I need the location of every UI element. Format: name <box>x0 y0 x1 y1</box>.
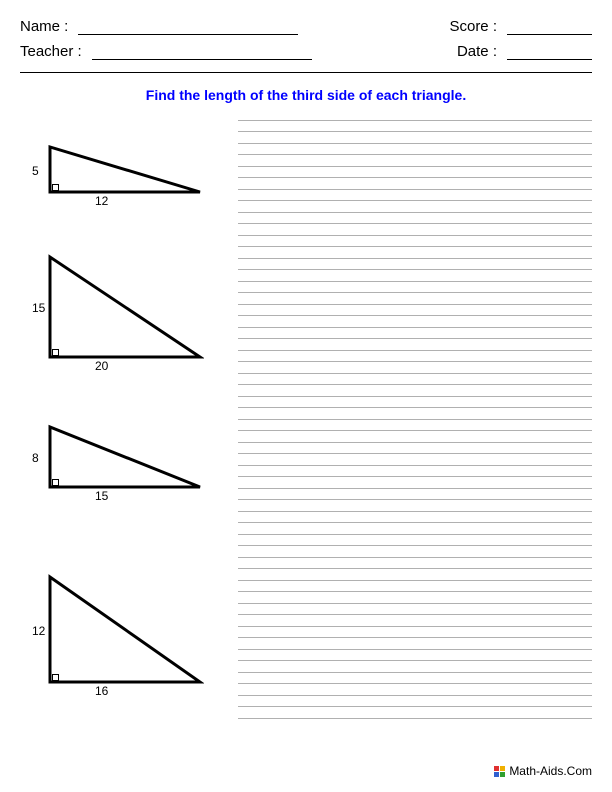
ruled-line <box>238 661 592 673</box>
triangle-shape <box>20 417 204 491</box>
right-angle-icon <box>52 479 59 486</box>
ruled-line <box>238 224 592 236</box>
ruled-line <box>238 443 592 455</box>
triangle-problem: 5 12 <box>20 137 230 247</box>
triangle-bottom-label: 15 <box>95 489 108 503</box>
ruled-line <box>238 523 592 535</box>
ruled-line <box>238 132 592 144</box>
ruled-line <box>238 408 592 420</box>
name-input-line[interactable] <box>78 19 298 35</box>
ruled-line <box>238 512 592 524</box>
ruled-line <box>238 190 592 202</box>
score-field: Score : <box>449 18 592 35</box>
ruled-line <box>238 351 592 363</box>
ruled-line <box>238 293 592 305</box>
footer: Math-Aids.Com <box>494 764 592 778</box>
ruled-line <box>238 673 592 685</box>
ruled-line <box>238 592 592 604</box>
score-input-line[interactable] <box>507 19 592 35</box>
ruled-line <box>238 627 592 639</box>
date-label: Date : <box>457 43 497 60</box>
triangle-bottom-label: 20 <box>95 359 108 373</box>
ruled-line <box>238 259 592 271</box>
ruled-line <box>238 282 592 294</box>
ruled-line <box>238 420 592 432</box>
ruled-line <box>238 546 592 558</box>
ruled-line <box>238 316 592 328</box>
ruled-line <box>238 236 592 248</box>
ruled-line <box>238 535 592 547</box>
triangle-problem: 8 15 <box>20 417 230 567</box>
ruled-line <box>238 374 592 386</box>
footer-text: Math-Aids.Com <box>509 764 592 778</box>
ruled-line <box>238 684 592 696</box>
triangle-left-label: 5 <box>32 164 39 178</box>
ruled-line <box>238 650 592 662</box>
ruled-line <box>238 121 592 133</box>
ruled-line <box>238 397 592 409</box>
triangle-bottom-label: 12 <box>95 194 108 208</box>
ruled-line <box>238 305 592 317</box>
triangle-left-label: 8 <box>32 451 39 465</box>
ruled-line <box>238 247 592 259</box>
ruled-line <box>238 362 592 374</box>
ruled-line <box>238 155 592 167</box>
triangles-column: 51215208151216 <box>20 109 230 737</box>
ruled-line <box>238 109 592 121</box>
ruled-line <box>238 696 592 708</box>
ruled-line <box>238 144 592 156</box>
ruled-line <box>238 385 592 397</box>
name-label: Name : <box>20 18 68 35</box>
date-field: Date : <box>457 43 592 60</box>
ruled-line <box>238 167 592 179</box>
ruled-line <box>238 615 592 627</box>
right-angle-icon <box>52 349 59 356</box>
triangle-bottom-label: 16 <box>95 684 108 698</box>
name-field: Name : <box>20 18 298 35</box>
instruction-text: Find the length of the third side of eac… <box>20 87 592 103</box>
ruled-line <box>238 500 592 512</box>
teacher-input-line[interactable] <box>92 44 312 60</box>
ruled-line <box>238 477 592 489</box>
ruled-line <box>238 604 592 616</box>
ruled-line <box>238 431 592 443</box>
triangle-problem: 12 16 <box>20 567 230 737</box>
header-divider <box>20 72 592 73</box>
date-input-line[interactable] <box>507 44 592 60</box>
triangle-left-label: 12 <box>32 624 45 638</box>
ruled-line <box>238 558 592 570</box>
right-angle-icon <box>52 674 59 681</box>
triangle-left-label: 15 <box>32 301 45 315</box>
teacher-field: Teacher : <box>20 43 312 60</box>
ruled-lines <box>238 109 592 719</box>
teacher-label: Teacher : <box>20 43 82 60</box>
ruled-line <box>238 201 592 213</box>
ruled-line <box>238 270 592 282</box>
ruled-line <box>238 581 592 593</box>
triangle-shape <box>20 567 204 686</box>
right-angle-icon <box>52 184 59 191</box>
triangle-problem: 1520 <box>20 247 230 417</box>
ruled-line <box>238 638 592 650</box>
triangle-shape <box>20 247 204 361</box>
ruled-line <box>238 328 592 340</box>
triangle-shape <box>20 137 204 196</box>
work-area <box>230 109 592 737</box>
ruled-line <box>238 213 592 225</box>
ruled-line <box>238 569 592 581</box>
ruled-line <box>238 339 592 351</box>
footer-logo-icon <box>494 766 505 777</box>
score-label: Score : <box>449 18 497 35</box>
ruled-line <box>238 489 592 501</box>
ruled-line <box>238 707 592 719</box>
ruled-line <box>238 178 592 190</box>
ruled-line <box>238 454 592 466</box>
ruled-line <box>238 466 592 478</box>
